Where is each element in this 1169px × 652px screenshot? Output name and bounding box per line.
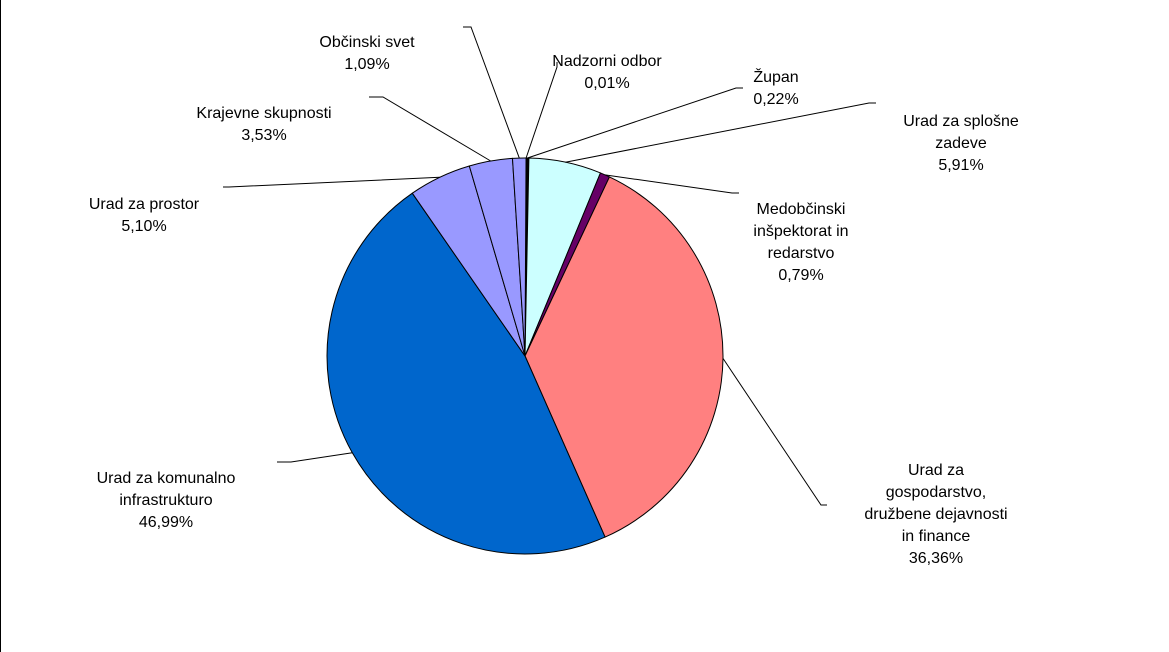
label-obcinski-svet: Občinski svet 1,09%: [319, 34, 415, 73]
leader-line-6: [223, 176, 440, 188]
leader-line-4: [722, 358, 827, 506]
leader-line-7: [369, 96, 491, 162]
label-urad-splosne-zadeve: Urad za splošne zadeve 5,91%: [903, 113, 1019, 174]
label-urad-za-prostor: Urad za prostor 5,10%: [88, 196, 200, 235]
label-medobcinski-inspektorat: Medobčinski inšpektorat in redarstvo 0,79…: [753, 201, 849, 284]
leader-line-1: [527, 87, 743, 159]
label-zupan: Župan 0,22%: [753, 69, 799, 108]
leader-line-5: [277, 452, 353, 463]
label-nadzorni-odbor: Nadzorni odbor 0,01%: [552, 53, 662, 92]
pie-slice-5: [326, 192, 606, 555]
leader-line-0: [525, 62, 558, 159]
label-urad-komunalno: Urad za komunalno infrastrukturo 46,99%: [96, 470, 236, 531]
leader-line-3: [604, 174, 739, 194]
label-urad-gospodarstvo: Urad za gospodarstvo, družbene dejavnost…: [864, 462, 1008, 567]
leader-line-2: [565, 102, 876, 163]
label-krajevne-skupnosti: Krajevne skupnosti 3,53%: [196, 105, 332, 144]
pie-slice-4: [524, 176, 724, 538]
leader-line-8: [463, 26, 520, 159]
